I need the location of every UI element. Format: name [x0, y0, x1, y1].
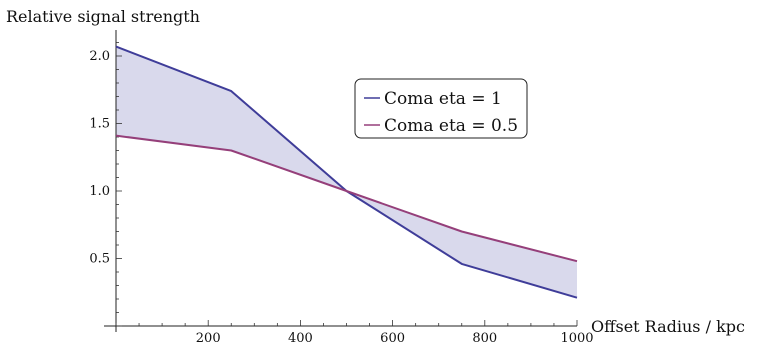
x-tick-label: 400 [288, 331, 313, 346]
legend-label-series-1: Coma eta = 1 [384, 89, 502, 109]
y-tick-label: 1.0 [89, 184, 110, 199]
series-line-2 [115, 134, 578, 263]
x-ticks [115, 320, 578, 326]
y-tick-label: 2.0 [89, 49, 110, 64]
x-tick-label: 600 [380, 331, 405, 346]
x-axis-label: Offset Radius / kpc [591, 317, 745, 336]
x-tick-labels: 200 400 600 800 1000 [196, 331, 594, 346]
x-tick-label: 200 [196, 331, 221, 346]
x-tick-label: 800 [472, 331, 497, 346]
series-fill-band [116, 46, 577, 298]
y-tick-label: 0.5 [89, 252, 110, 267]
legend-box [354, 78, 528, 139]
y-tick-labels: 0.5 1.0 1.5 2.0 [89, 49, 110, 267]
legend: Coma eta = 1 Coma eta = 0.5 [354, 78, 528, 139]
y-ticks [116, 42, 122, 327]
legend-label-series-2: Coma eta = 0.5 [384, 116, 518, 136]
y-axis-label: Relative signal strength [6, 7, 200, 26]
x-tick-label: 1000 [560, 331, 593, 346]
series-lines [115, 45, 578, 299]
y-tick-label: 1.5 [89, 117, 110, 132]
